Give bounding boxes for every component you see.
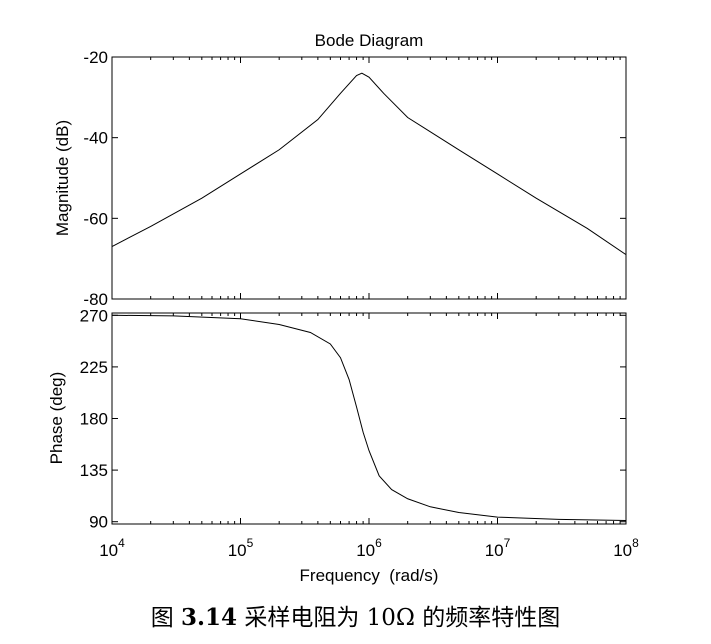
phase-ytick-label: 270 — [80, 306, 108, 325]
phase-ytick-label: 225 — [80, 358, 108, 377]
magnitude-ytick-label: -60 — [83, 209, 108, 228]
phase-ytick-label: 135 — [80, 461, 108, 480]
figure-caption: 图 3.14 采样电阻为 10Ω 的频率特性图 — [0, 598, 711, 638]
caption-text: 采样电阻为 10Ω 的频率特性图 — [244, 605, 561, 631]
figure-number: 3.14 — [181, 604, 238, 631]
magnitude-ytick-label: -80 — [83, 290, 108, 309]
phase-ytick-label: 90 — [89, 513, 108, 532]
magnitude-ytick-label: -20 — [83, 48, 108, 67]
x-tick-label: 106 — [356, 536, 382, 560]
x-tick-label: 104 — [99, 536, 125, 560]
phase-series-line — [111, 314, 627, 522]
chart-title: Bode Diagram — [315, 31, 424, 50]
x-tick-label: 108 — [613, 536, 639, 560]
x-axis-label: Frequency (rad/s) — [300, 566, 439, 585]
bode-plot: -20 -40 -60 -80 Bode Diagram Magnitude (dB)… — [47, 31, 639, 585]
x-tick-label: 107 — [485, 536, 511, 560]
x-tick-label: 105 — [228, 536, 254, 560]
phase-y-axis-label: Phase (deg) — [47, 372, 66, 465]
phase-ytick-label: 180 — [80, 410, 108, 429]
phase-axes-box — [111, 312, 627, 525]
magnitude-ytick-label: -40 — [83, 129, 108, 148]
magnitude-series-line — [111, 72, 627, 256]
figure-label: 图 — [150, 605, 174, 631]
magnitude-y-axis-label: Magnitude (dB) — [53, 120, 72, 236]
magnitude-axes-box — [111, 56, 627, 300]
